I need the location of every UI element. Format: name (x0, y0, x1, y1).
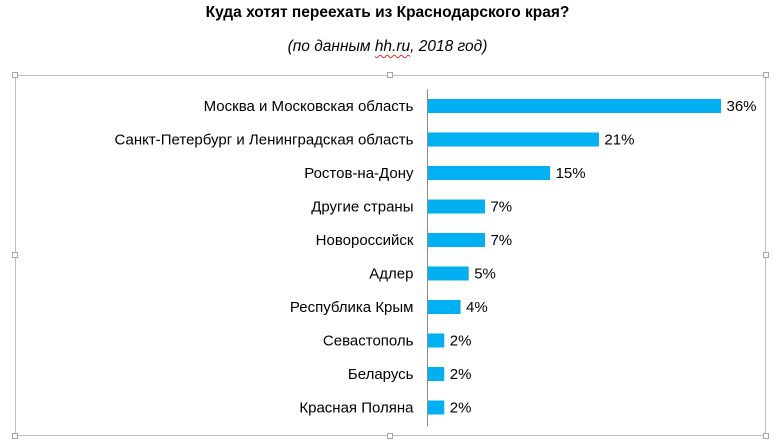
category-label-10: Красная Поляна (299, 400, 414, 417)
resize-handle-middle-left[interactable] (12, 252, 18, 258)
bar-1[interactable] (428, 99, 721, 113)
category-label-5: Новороссийск (316, 232, 414, 249)
value-label-10: 2% (450, 400, 472, 417)
value-label-6: 5% (474, 266, 496, 283)
value-label-1: 36% (727, 98, 757, 115)
resize-handle-bottom-right[interactable] (763, 433, 769, 439)
value-label-5: 7% (490, 232, 512, 249)
value-label-9: 2% (450, 366, 472, 383)
resize-handle-top-right[interactable] (763, 72, 769, 78)
value-label-7: 4% (466, 299, 488, 316)
bar-5[interactable] (428, 233, 485, 247)
resize-handle-middle-right[interactable] (763, 252, 769, 258)
subtitle-suffix: , 2018 год) (410, 38, 488, 55)
category-label-2: Санкт-Петербург и Ленинградская область (115, 132, 414, 149)
bar-8[interactable] (428, 333, 445, 348)
bar-6[interactable] (428, 266, 469, 281)
bar-7[interactable] (428, 300, 461, 314)
category-label-3: Ростов-на-Дону (304, 165, 414, 182)
category-label-6: Адлер (369, 266, 413, 283)
resize-handle-bottom-middle[interactable] (387, 433, 393, 439)
value-label-2: 21% (604, 132, 634, 149)
subtitle-source: hh.ru (374, 38, 411, 55)
bar-10[interactable] (428, 400, 445, 415)
category-label-8: Севастополь (323, 333, 414, 350)
chart-subtitle: (по данным hh.ru, 2018 год) (0, 38, 775, 56)
bar-3[interactable] (428, 166, 551, 180)
bar-2[interactable] (428, 132, 599, 147)
category-label-7: Республика Крым (290, 299, 414, 316)
bars-layer: Москва и Московская область 36% Санкт-Пете… (115, 98, 757, 417)
resize-handle-bottom-left[interactable] (12, 433, 18, 439)
value-label-4: 7% (490, 199, 512, 216)
bar-4[interactable] (428, 199, 485, 214)
subtitle-prefix: (по данным (287, 38, 375, 55)
value-label-3: 15% (556, 165, 586, 182)
chart-title: Куда хотят переехать из Краснодарского к… (205, 4, 570, 21)
category-label-4: Другие страны (311, 199, 413, 216)
bar-9[interactable] (428, 367, 445, 381)
resize-handle-top-middle[interactable] (387, 72, 393, 78)
category-label-9: Беларусь (348, 366, 414, 383)
resize-handle-top-left[interactable] (12, 72, 18, 78)
category-label-1: Москва и Московская область (204, 98, 414, 115)
value-label-8: 2% (450, 333, 472, 350)
